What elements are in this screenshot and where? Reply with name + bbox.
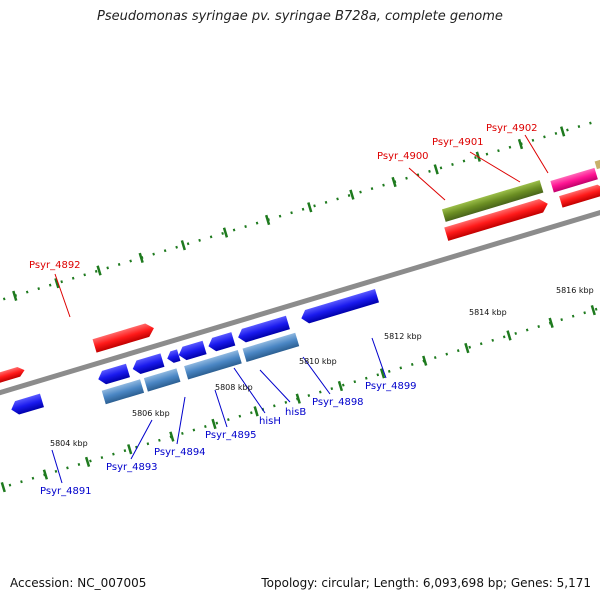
major-tick: [548, 317, 554, 328]
major-tick: [506, 330, 512, 341]
major-tick: [84, 456, 91, 468]
topology-text: Topology: circular; Length: 6,093,698 bp…: [261, 576, 591, 590]
gene-psyr-4893-steel[interactable]: [101, 379, 145, 405]
gene-psyr-4895-blue[interactable]: [166, 349, 181, 364]
gene-psyr-4892[interactable]: [92, 321, 156, 353]
major-tick: [42, 469, 49, 480]
major-tick: [138, 252, 144, 264]
lower-callout-lines: [51, 337, 387, 484]
gene-psyr-4894-blue[interactable]: [131, 353, 165, 375]
major-tick: [127, 444, 133, 455]
major-tick: [337, 380, 344, 392]
upper-scale-track: [0, 101, 600, 329]
major-tick: [464, 342, 470, 354]
gene-psyr-4894-steel[interactable]: [143, 368, 181, 392]
gene-psyr-4899[interactable]: [299, 288, 380, 325]
label-psyr-4898[interactable]: Psyr_4898: [312, 397, 364, 408]
label-psyr-4894[interactable]: Psyr_4894: [154, 447, 206, 458]
gene-hisb-blue[interactable]: [206, 332, 236, 353]
label-psyr-4892[interactable]: Psyr_4892: [29, 260, 81, 271]
major-tick: [0, 482, 6, 493]
upper-callout-lines: [54, 134, 549, 318]
major-tick: [222, 227, 229, 238]
major-tick: [12, 290, 18, 301]
gene-hish-steel[interactable]: [184, 349, 242, 380]
gene-psyr-4901[interactable]: [550, 167, 598, 193]
gene-psyr-4898-steel[interactable]: [242, 332, 300, 362]
major-tick: [295, 393, 301, 404]
gene-left-edge-red[interactable]: [0, 365, 26, 403]
label-psyr-4900[interactable]: Psyr_4900: [377, 151, 429, 162]
scale-label-5810: 5810 kbp: [299, 357, 337, 366]
major-tick: [349, 189, 355, 200]
lower-major-ticks: [0, 305, 596, 493]
label-psyr-4893[interactable]: Psyr_4893: [106, 462, 158, 473]
scale-label-5816: 5816 kbp: [556, 286, 594, 295]
major-tick: [253, 406, 259, 417]
gene-psyr-4900[interactable]: [441, 180, 544, 222]
major-tick: [391, 176, 397, 188]
gene-4901-lower-red[interactable]: [559, 183, 600, 208]
gene-hish-blue[interactable]: [177, 340, 207, 362]
map-title: Pseudomonas syringae pv. syringae B728a,…: [97, 9, 503, 24]
scale-label-5814: 5814 kbp: [469, 308, 507, 317]
genome-backbone: [0, 185, 600, 420]
gene-psyr-4891[interactable]: [9, 393, 44, 417]
gene-4900-overlap-red[interactable]: [444, 197, 550, 241]
major-tick: [433, 164, 439, 175]
label-psyr-4891[interactable]: Psyr_4891: [40, 486, 92, 497]
major-tick: [307, 202, 313, 213]
scale-label-5808: 5808 kbp: [215, 383, 253, 392]
major-tick: [517, 138, 524, 150]
major-tick: [169, 431, 175, 442]
label-psyr-4901[interactable]: Psyr_4901: [432, 137, 484, 148]
label-psyr-4902[interactable]: Psyr_4902: [486, 123, 538, 134]
major-tick: [211, 418, 217, 430]
upper-gene-labels: Psyr_4892 Psyr_4900 Psyr_4901 Psyr_4902: [29, 123, 538, 271]
major-tick: [54, 277, 60, 289]
label-hish[interactable]: hisH: [259, 416, 281, 427]
gene-psyr-4893-blue[interactable]: [96, 363, 130, 386]
major-tick: [422, 355, 428, 366]
label-hisb[interactable]: hisB: [285, 407, 306, 418]
major-tick: [379, 368, 386, 379]
scale-label-5806: 5806 kbp: [132, 409, 170, 418]
scale-labels: 5804 kbp 5806 kbp 5808 kbp 5810 kbp 5812…: [50, 286, 594, 448]
gene-psyr-4902-tan[interactable]: [594, 157, 600, 170]
major-tick: [559, 126, 566, 137]
scale-label-5812: 5812 kbp: [384, 332, 422, 341]
gene-psyr-4898-blue[interactable]: [236, 315, 290, 344]
lower-scale-track: [0, 273, 600, 501]
accession-text: Accession: NC_007005: [10, 576, 147, 590]
major-tick: [96, 265, 102, 276]
major-tick: [590, 305, 596, 316]
label-psyr-4895[interactable]: Psyr_4895: [205, 430, 257, 441]
major-tick: [180, 240, 186, 251]
major-tick: [264, 214, 271, 226]
lower-gene-labels: Psyr_4891 Psyr_4893 Psyr_4894 Psyr_4895 …: [40, 381, 417, 497]
scale-label-5804: 5804 kbp: [50, 439, 88, 448]
label-psyr-4899[interactable]: Psyr_4899: [365, 381, 417, 392]
